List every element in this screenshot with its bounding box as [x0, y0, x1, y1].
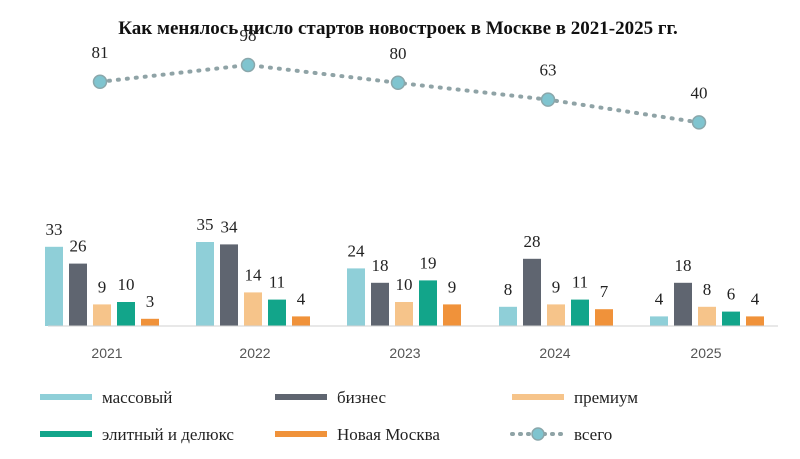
bar-value-label: 11 [269, 273, 285, 292]
total-point-2025 [691, 115, 707, 130]
total-point-2023 [390, 75, 406, 91]
legend-swatch [275, 431, 327, 437]
bar-value-label: 4 [655, 289, 664, 308]
legend-label: элитный и делюкс [102, 425, 234, 444]
bar-value-label: 11 [572, 273, 588, 292]
bar-value-label: 9 [98, 277, 107, 296]
chart-title: Как менялось число стартов новостроек в … [118, 18, 677, 39]
bar-value-label: 3 [146, 292, 155, 311]
bar-value-label: 4 [297, 289, 306, 308]
legend-label: бизнес [337, 388, 387, 407]
legend-swatch [275, 394, 327, 400]
bar-value-label: 4 [751, 289, 760, 308]
total-series-line [98, 62, 701, 125]
bar-2025-s3 [722, 311, 740, 326]
bar-value-label: 19 [420, 253, 437, 272]
bar-value-label: 26 [70, 237, 87, 256]
bar-value-label: 10 [396, 275, 413, 294]
x-tick-label: 2022 [239, 345, 270, 361]
bar-2025-s4 [746, 316, 764, 326]
total-point-2022 [240, 57, 256, 73]
legend-label: массовый [102, 388, 172, 407]
legend-swatch [40, 431, 92, 437]
legend-label: всего [574, 425, 612, 444]
legend: массовый бизнес премиум элитный и делюкс Нов… [40, 388, 638, 444]
legend-swatch [512, 394, 564, 400]
bar-value-label: 18 [675, 256, 692, 275]
bar-value-label: 34 [221, 217, 239, 236]
bar-value-label: 14 [245, 265, 263, 284]
bar-2021-s2 [93, 304, 111, 326]
bar-2021-s3 [117, 302, 135, 326]
bar-value-label: 28 [524, 232, 541, 251]
bar-2021-s4 [141, 318, 159, 326]
total-line-layer: 81 98 80 63 40 [92, 26, 708, 130]
bar-2022-s4 [292, 316, 310, 326]
bar-value-label: 6 [727, 285, 736, 304]
bar-value-label: 10 [118, 275, 135, 294]
bar-value-label: 35 [197, 215, 214, 234]
bar-value-label: 9 [448, 277, 457, 296]
total-value-label: 63 [540, 61, 557, 80]
bar-2021-s1 [69, 263, 87, 326]
x-axis-labels: 2021 2022 2023 2024 2025 [91, 345, 721, 361]
total-value-label: 40 [691, 83, 708, 102]
bar-value-label: 7 [600, 282, 609, 301]
x-tick-label: 2021 [91, 345, 122, 361]
bar-2024-s2 [547, 304, 565, 326]
bar-2024-s4 [595, 309, 613, 326]
total-value-label: 80 [390, 44, 407, 63]
legend-label: премиум [574, 388, 638, 407]
bar-2023-s0 [347, 268, 365, 326]
total-value-label: 98 [240, 26, 257, 45]
bar-2021-s0 [45, 246, 63, 326]
legend-label: Новая Москва [337, 425, 440, 444]
bar-2024-s1 [523, 258, 541, 326]
x-tick-label: 2023 [389, 345, 420, 361]
legend-marker-total [531, 427, 545, 441]
bar-value-label: 9 [552, 277, 561, 296]
bar-2024-s3 [571, 299, 589, 326]
legend-swatch [40, 394, 92, 400]
bar-2023-s1 [371, 282, 389, 326]
bar-2022-s0 [196, 242, 214, 326]
bar-value-label: 8 [703, 280, 712, 299]
bar-value-label: 8 [504, 280, 513, 299]
bar-value-label: 33 [46, 220, 63, 239]
total-point-2021 [92, 74, 108, 90]
bar-2024-s0 [499, 306, 517, 326]
bar-2023-s2 [395, 302, 413, 326]
bar-2025-s2 [698, 306, 716, 326]
bar-2023-s3 [419, 280, 437, 326]
bar-2022-s2 [244, 292, 262, 326]
bar-2023-s4 [443, 304, 461, 326]
total-point-2024 [540, 92, 556, 107]
bar-value-label: 18 [372, 256, 389, 275]
x-tick-label: 2025 [690, 345, 721, 361]
bar-2022-s3 [268, 299, 286, 326]
bar-2025-s1 [674, 282, 692, 326]
bar-2022-s1 [220, 244, 238, 326]
bar-value-label: 24 [348, 241, 366, 260]
total-value-label: 81 [92, 43, 109, 62]
x-tick-label: 2024 [539, 345, 570, 361]
bar-2025-s0 [650, 316, 668, 326]
